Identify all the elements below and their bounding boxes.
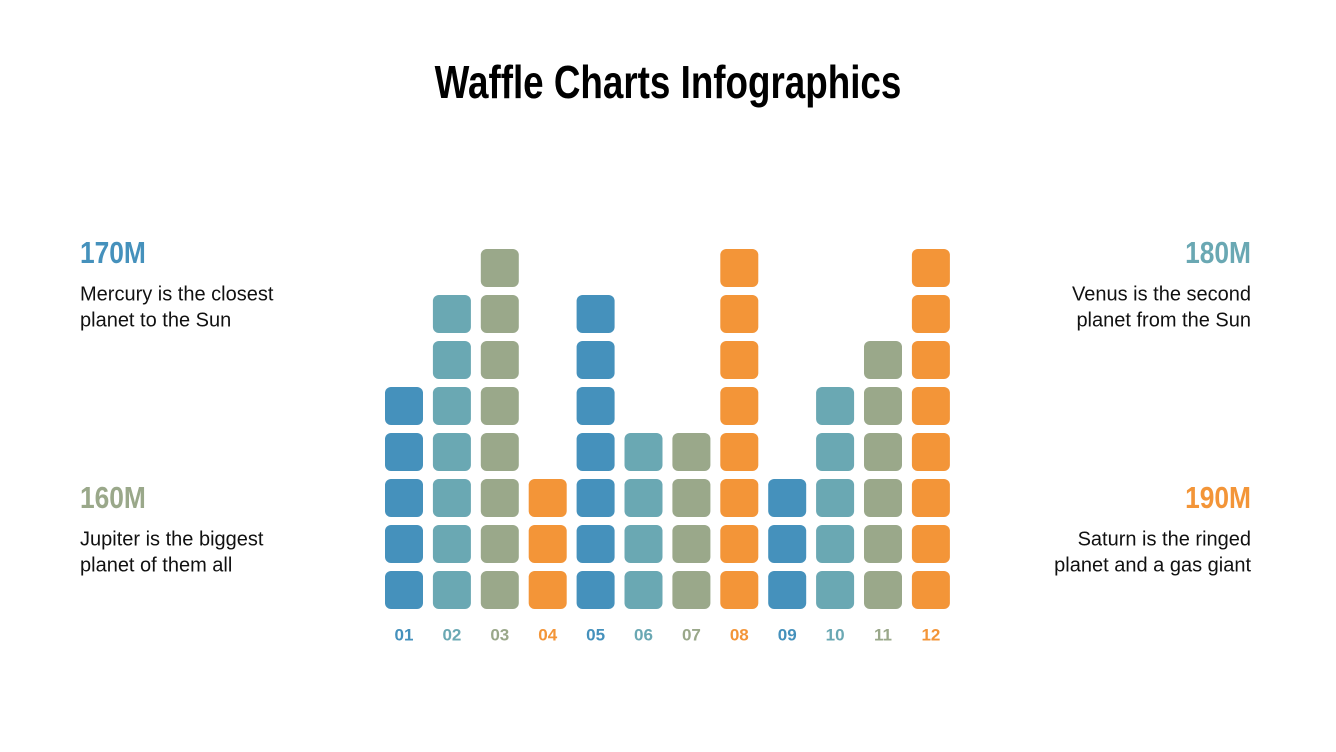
waffle-cell — [432, 295, 471, 333]
x-tick-label: 07 — [682, 625, 701, 644]
stat-description: planet from the Sun — [1076, 309, 1251, 331]
waffle-cell — [624, 571, 663, 609]
waffle-cell — [864, 525, 902, 563]
waffle-cell — [672, 479, 711, 517]
waffle-cell — [624, 433, 663, 471]
stat-value: 160M — [80, 481, 146, 515]
x-tick-label: 08 — [730, 625, 749, 644]
waffle-cell — [911, 295, 950, 333]
waffle-cell — [672, 571, 711, 609]
waffle-cell — [385, 479, 423, 517]
waffle-cell — [480, 387, 519, 425]
waffle-cell — [911, 433, 950, 471]
waffle-cell — [624, 525, 663, 563]
waffle-cell — [768, 525, 807, 563]
waffle-cell — [864, 433, 902, 471]
waffle-cell — [911, 249, 950, 287]
waffle-cell — [480, 249, 519, 287]
waffle-cell — [672, 525, 711, 563]
waffle-cell — [432, 479, 471, 517]
stat-description: planet of them all — [80, 554, 232, 576]
waffle-cell — [480, 571, 519, 609]
stat-description: planet to the Sun — [80, 309, 231, 331]
waffle-cell — [864, 341, 902, 379]
waffle-cell — [432, 525, 471, 563]
x-tick-label: 10 — [826, 625, 845, 644]
waffle-cell — [480, 479, 519, 517]
waffle-cell — [432, 387, 471, 425]
waffle-cell — [720, 387, 759, 425]
waffle-cell — [816, 433, 855, 471]
x-tick-label: 11 — [874, 625, 892, 644]
waffle-cell — [864, 479, 902, 517]
waffle-cell — [528, 479, 567, 517]
x-tick-label: 05 — [586, 625, 605, 644]
waffle-cell — [576, 525, 615, 563]
waffle-cell — [720, 341, 759, 379]
waffle-cell — [576, 479, 615, 517]
waffle-cell — [911, 387, 950, 425]
waffle-cell — [864, 387, 902, 425]
waffle-cell — [528, 571, 567, 609]
stat-description: Jupiter is the biggest — [80, 528, 264, 550]
waffle-cell — [720, 571, 759, 609]
waffle-cell — [720, 433, 759, 471]
stat-description: Saturn is the ringed — [1078, 528, 1251, 550]
waffle-cell — [385, 433, 423, 471]
stat-value: 170M — [80, 236, 146, 270]
stat-description: planet and a gas giant — [1054, 554, 1251, 576]
waffle-cell — [816, 571, 855, 609]
waffle-cell — [816, 525, 855, 563]
stat-value: 180M — [1185, 236, 1251, 270]
waffle-cell — [576, 341, 615, 379]
waffle-cell — [480, 433, 519, 471]
waffle-cell — [672, 433, 711, 471]
waffle-cell — [528, 525, 567, 563]
waffle-cell — [576, 433, 615, 471]
waffle-cell — [720, 479, 759, 517]
waffle-cell — [480, 341, 519, 379]
x-tick-label: 02 — [442, 625, 461, 644]
waffle-cell — [576, 387, 615, 425]
stat-value: 190M — [1185, 481, 1251, 515]
waffle-cell — [480, 295, 519, 333]
waffle-cell — [816, 479, 855, 517]
stat-description: Mercury is the closest — [80, 283, 274, 305]
waffle-cell — [768, 571, 807, 609]
waffle-cell — [911, 479, 950, 517]
x-tick-label: 01 — [395, 625, 414, 644]
waffle-cell — [624, 479, 663, 517]
waffle-cell — [864, 571, 902, 609]
waffle-cell — [720, 525, 759, 563]
waffle-cell — [720, 249, 759, 287]
chart-title: Waffle Charts Infographics — [435, 56, 902, 108]
x-tick-label: 06 — [634, 625, 653, 644]
waffle-cell — [385, 387, 423, 425]
waffle-cell — [385, 571, 423, 609]
waffle-cell — [385, 525, 423, 563]
waffle-cell — [720, 295, 759, 333]
x-tick-label: 12 — [921, 625, 940, 644]
waffle-cell — [432, 433, 471, 471]
waffle-cell — [911, 341, 950, 379]
waffle-cell — [576, 571, 615, 609]
waffle-cell — [432, 341, 471, 379]
stat-description: Venus is the second — [1072, 283, 1251, 305]
x-tick-label: 04 — [538, 625, 557, 644]
waffle-cell — [432, 571, 471, 609]
x-tick-label: 09 — [778, 625, 797, 644]
waffle-cell — [480, 525, 519, 563]
waffle-cell — [911, 525, 950, 563]
waffle-cell — [911, 571, 950, 609]
waffle-cell — [576, 295, 615, 333]
x-tick-label: 03 — [490, 625, 509, 644]
waffle-cell — [768, 479, 807, 517]
waffle-cell — [816, 387, 855, 425]
